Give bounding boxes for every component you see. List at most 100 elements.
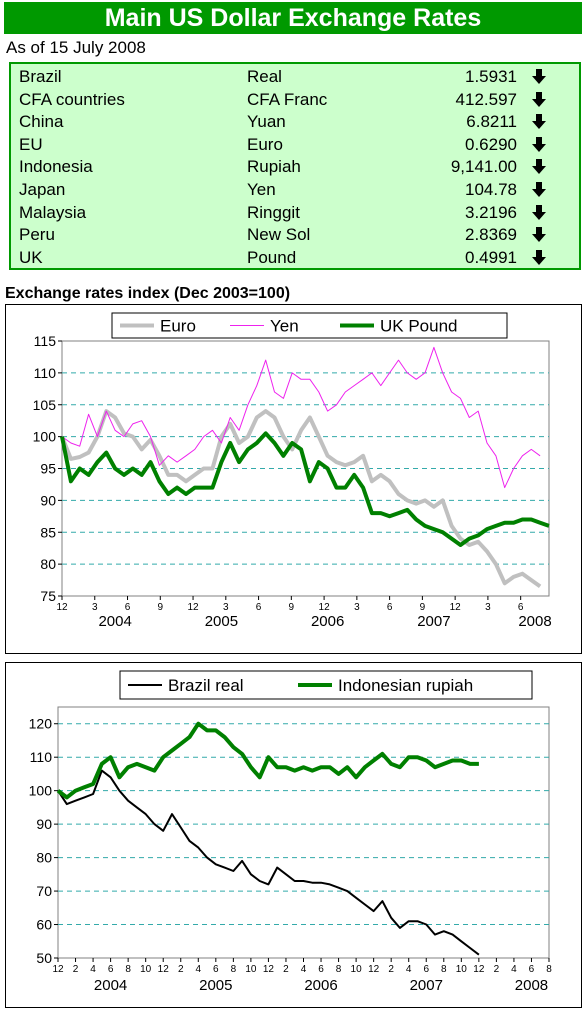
x-tick-label: 3 (485, 602, 491, 613)
x-tick-label: 8 (546, 964, 552, 975)
chart-title: Exchange rates index (Dec 2003=100) (5, 285, 291, 302)
rate-currency: CFA Franc (247, 89, 328, 109)
rate-country: CFA countries (19, 89, 125, 109)
x-tick-label: 6 (518, 602, 524, 613)
x-tick-label: 6 (318, 964, 324, 975)
y-tick-label: 110 (34, 365, 57, 381)
y-tick-label: 105 (33, 397, 57, 413)
x-tick-label: 2 (388, 964, 394, 975)
rate-country: UK (19, 247, 43, 267)
x-tick-label: 10 (456, 964, 468, 975)
x-tick-label: 2 (283, 964, 289, 975)
x-tick-label: 12 (56, 602, 68, 613)
arrow-down-icon (532, 159, 546, 175)
x-tick-label: 10 (245, 964, 257, 975)
x-tick-label: 10 (140, 964, 152, 975)
rate-value: 6.8211 (466, 112, 517, 132)
y-tick-label: 95 (40, 461, 56, 477)
y-tick-label: 100 (33, 429, 57, 445)
year-label: 2006 (304, 977, 337, 994)
series-line-euro (60, 409, 542, 589)
rate-country: Indonesia (19, 157, 93, 177)
y-tick-label: 90 (36, 816, 52, 832)
x-tick-label: 3 (92, 602, 98, 613)
x-tick-label: 12 (187, 602, 199, 613)
arrow-down-icon (532, 69, 546, 84)
rate-currency: Real (247, 67, 282, 86)
rate-value: 1.5931 (465, 67, 517, 86)
x-tick-label: 9 (289, 602, 295, 613)
x-tick-label: 6 (108, 964, 114, 975)
y-tick-label: 110 (30, 749, 53, 765)
y-tick-label: 80 (36, 850, 52, 866)
year-label: 2005 (199, 977, 232, 994)
rate-value: 2.8369 (465, 225, 517, 245)
rate-country: Brazil (19, 67, 62, 86)
x-tick-label: 10 (351, 964, 363, 975)
x-tick-label: 9 (158, 602, 164, 613)
x-tick-label: 8 (125, 964, 131, 975)
page-title: Main US Dollar Exchange Rates (4, 2, 582, 34)
y-tick-label: 115 (34, 333, 57, 349)
year-label: 2008 (518, 613, 551, 630)
arrow-down-icon (532, 136, 546, 152)
rate-value: 412.597 (455, 89, 517, 109)
series-line-indonesian-rupiah (56, 721, 479, 800)
x-tick-label: 6 (256, 602, 262, 613)
y-tick-label: 90 (40, 492, 56, 508)
x-tick-label: 2 (494, 964, 500, 975)
as-of-date: As of 15 July 2008 (6, 38, 146, 57)
year-label: 2004 (98, 613, 131, 630)
x-tick-label: 6 (387, 602, 393, 613)
arrow-down-icon (532, 227, 546, 243)
rate-row: Japan Yen 104.78 (11, 178, 579, 201)
year-label: 2007 (410, 977, 443, 994)
legend-box (111, 312, 508, 339)
x-tick-label: 12 (263, 964, 275, 975)
x-tick-label: 9 (420, 602, 426, 613)
y-tick-label: 75 (40, 588, 56, 604)
x-tick-label: 2 (178, 964, 184, 975)
x-tick-label: 8 (231, 964, 237, 975)
rate-row: CFA countries CFA Franc 412.597 (11, 88, 579, 111)
x-tick-label: 12 (473, 964, 485, 975)
y-tick-label: 60 (36, 917, 52, 933)
rate-row: Peru New Sol 2.8369 (11, 223, 579, 246)
y-tick-label: 100 (29, 783, 53, 799)
x-tick-label: 3 (223, 602, 229, 613)
legend-label: Indonesian rupiah (338, 676, 473, 695)
x-tick-label: 6 (213, 964, 219, 975)
arrow-down-icon (532, 249, 546, 265)
x-tick-label: 8 (441, 964, 447, 975)
x-tick-label: 6 (423, 964, 429, 975)
y-tick-label: 80 (40, 556, 56, 572)
plot-area (57, 706, 550, 959)
series-line-brazil-real (57, 769, 480, 956)
y-tick-label: 120 (29, 716, 53, 732)
year-label: 2004 (94, 977, 127, 994)
rate-currency: New Sol (247, 225, 311, 245)
rate-country: China (19, 112, 64, 132)
y-tick-label: 85 (40, 524, 56, 540)
chart-index-svg: 75 80 85 90 95 100 105 110 115 12 3 6 9 12 3 6 9 12 3 6 9 12 3… (33, 312, 552, 630)
x-tick-label: 8 (336, 964, 342, 975)
arrow-down-icon (532, 91, 546, 107)
x-tick-label: 4 (301, 964, 307, 975)
rate-country: Japan (19, 180, 66, 199)
chart-panel-emerging: 50 60 70 80 90 100 110 120 12 2 4 6 8 10 12 2 4 6 8 10 12 2 4 6… (5, 662, 582, 1008)
year-label: 2006 (311, 613, 344, 630)
year-label: 2007 (417, 613, 450, 630)
x-tick-label: 4 (511, 964, 517, 975)
x-tick-label: 6 (529, 964, 535, 975)
rate-value: 0.6290 (465, 134, 517, 154)
rate-country: EU (19, 134, 43, 154)
rate-value: 0.4991 (465, 247, 517, 267)
y-tick-label: 70 (36, 883, 52, 899)
arrow-down-icon (532, 204, 546, 220)
exchange-rates-table: Brazil Real 1.5931 CFA countries CFA Franc 41… (9, 62, 581, 270)
rate-value: 104.78 (465, 180, 517, 199)
x-tick-label: 12 (319, 602, 331, 613)
rate-value: 9,141.00 (450, 157, 517, 177)
rate-currency: Ringgit (247, 202, 300, 222)
